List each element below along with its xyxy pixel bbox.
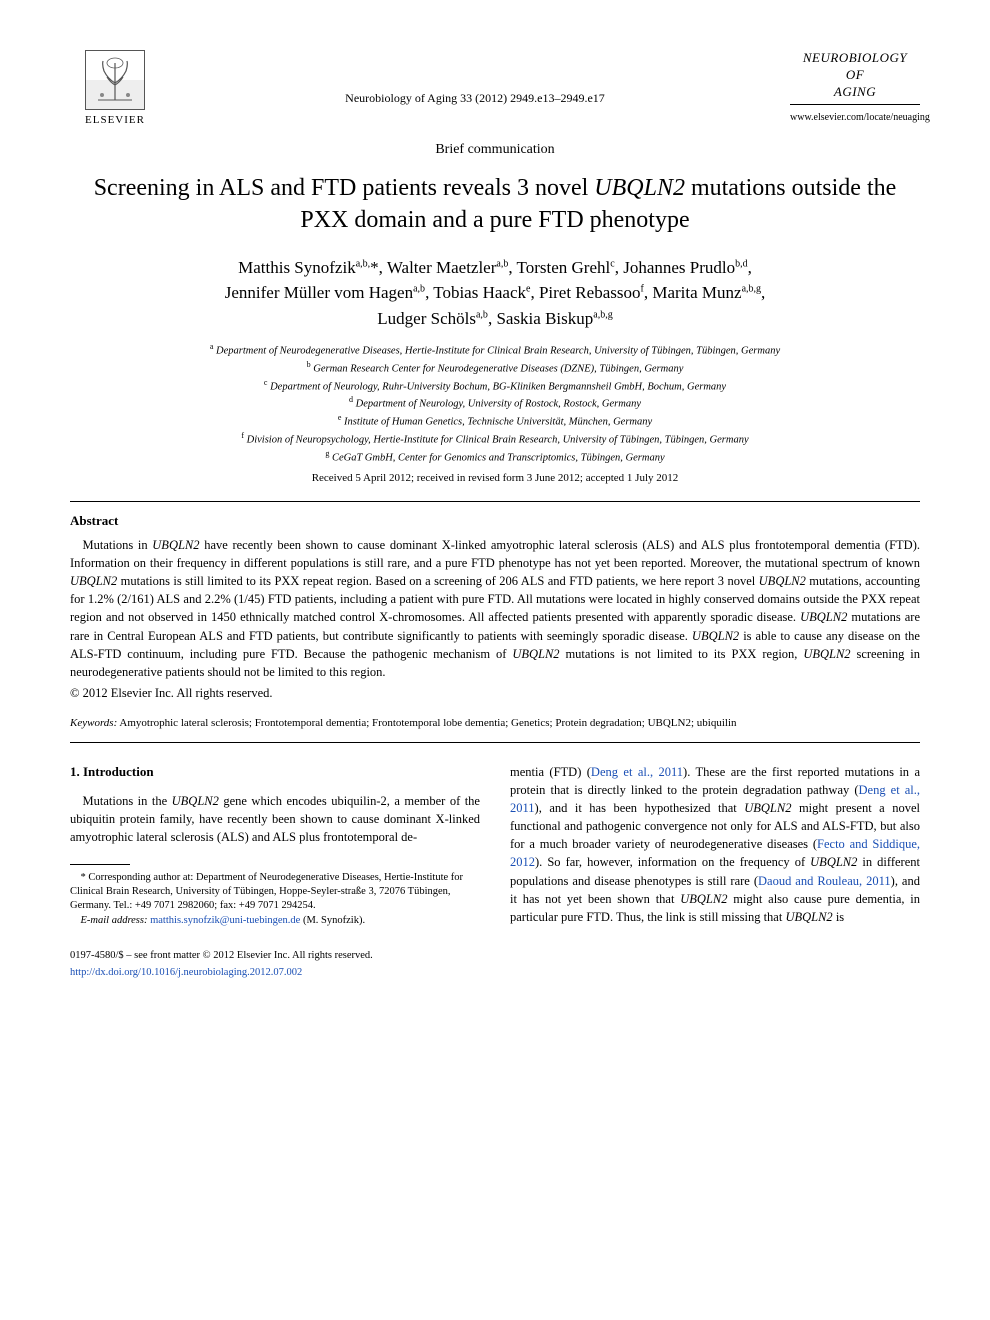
email-link[interactable]: matthis.synofzik@uni-tuebingen.de [150, 915, 300, 926]
keywords: Keywords: Amyotrophic lateral sclerosis;… [70, 716, 920, 731]
header-row: ELSEVIER Neurobiology of Aging 33 (2012)… [70, 50, 920, 128]
article-type: Brief communication [70, 140, 920, 160]
abstract-copyright: © 2012 Elsevier Inc. All rights reserved… [70, 685, 920, 703]
authors-list: Matthis Synofzika,b,*, Walter Maetzlera,… [70, 255, 920, 332]
journal-url[interactable]: www.elsevier.com/locate/neuaging [790, 111, 920, 125]
body-columns: 1. Introduction Mutations in the UBQLN2 … [70, 763, 920, 980]
header-center: Neurobiology of Aging 33 (2012) 2949.e13… [160, 50, 790, 107]
publisher-logo: ELSEVIER [70, 50, 160, 128]
section-divider-bottom [70, 742, 920, 743]
elsevier-tree-icon [85, 50, 145, 110]
article-dates: Received 5 April 2012; received in revis… [70, 471, 920, 486]
corresponding-author-footnote: * Corresponding author at: Department of… [70, 871, 480, 914]
left-column: 1. Introduction Mutations in the UBQLN2 … [70, 763, 480, 980]
issn-line: 0197-4580/$ – see front matter © 2012 El… [70, 948, 480, 963]
abstract-text: Mutations in UBQLN2 have recently been s… [70, 536, 920, 681]
doi-link[interactable]: http://dx.doi.org/10.1016/j.neurobiolagi… [70, 965, 480, 980]
publisher-name: ELSEVIER [85, 113, 145, 128]
email-footnote: E-mail address: matthis.synofzik@uni-tue… [70, 914, 480, 928]
affiliations: a Department of Neurodegenerative Diseas… [70, 341, 920, 465]
ref-deng-2011a[interactable]: Deng et al., 2011 [591, 765, 683, 779]
article-title: Screening in ALS and FTD patients reveal… [70, 172, 920, 237]
journal-divider [790, 104, 920, 105]
keywords-text: Amyotrophic lateral sclerosis; Frontotem… [117, 717, 736, 729]
abstract-heading: Abstract [70, 512, 920, 530]
footnote-separator [70, 864, 130, 865]
citation-line: Neurobiology of Aging 33 (2012) 2949.e13… [160, 90, 790, 107]
intro-para-right: mentia (FTD) (Deng et al., 2011). These … [510, 763, 920, 926]
intro-para-left: Mutations in the UBQLN2 gene which encod… [70, 792, 480, 846]
section-divider-top [70, 501, 920, 502]
ref-daoud-2011[interactable]: Daoud and Rouleau, 2011 [758, 874, 891, 888]
keywords-label: Keywords: [70, 717, 117, 729]
journal-name: NEUROBIOLOGY OF AGING [790, 50, 920, 101]
intro-heading: 1. Introduction [70, 763, 480, 782]
journal-box: NEUROBIOLOGY OF AGING www.elsevier.com/l… [790, 50, 920, 125]
right-column: mentia (FTD) (Deng et al., 2011). These … [510, 763, 920, 980]
